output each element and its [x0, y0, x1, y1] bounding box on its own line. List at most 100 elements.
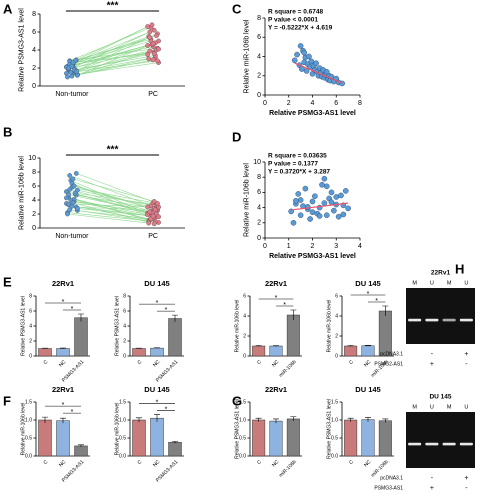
point [335, 213, 342, 220]
x-tick-label: PC [148, 233, 158, 240]
y-tick-label: 4 [32, 197, 36, 204]
chart-title: 22Rv1 [265, 279, 287, 288]
error-bar [255, 345, 262, 347]
point [151, 51, 157, 56]
point [145, 204, 150, 210]
x-tick-label: C [137, 459, 144, 466]
x-tick-label: NC [363, 359, 373, 369]
point [145, 43, 150, 48]
y-tick-label: 2 [243, 333, 246, 339]
point [333, 194, 340, 200]
row-sign: - [465, 361, 468, 368]
y-axis-label: Relative miR-106b level [20, 403, 26, 456]
row-sign: - [431, 475, 434, 482]
gel-band [408, 318, 422, 322]
x-tick-label: C [256, 459, 263, 466]
y-tick-label: 0.0 [331, 453, 338, 459]
bar [132, 419, 146, 457]
bar [269, 345, 283, 357]
y-tick-label: 6 [243, 293, 246, 299]
point [150, 41, 156, 47]
point [340, 211, 347, 218]
x-tick-label: C [137, 359, 144, 366]
row-label: PSMG3-AS1 [374, 485, 403, 491]
point [147, 29, 153, 35]
y-tick-label: 8 [32, 169, 36, 176]
error-bar [60, 417, 66, 424]
y-tick-label: 0.0 [239, 453, 246, 459]
point [70, 176, 76, 182]
pair-line [77, 48, 159, 76]
y-tick-label: 4 [32, 47, 36, 54]
pair-line [71, 187, 154, 204]
point [345, 205, 351, 212]
point [73, 171, 79, 176]
point [331, 207, 337, 214]
point [66, 192, 71, 197]
bar [56, 348, 70, 357]
y-tick-label: 2 [123, 338, 126, 344]
y-axis-label: Relative PSMG3-AS1 level [114, 296, 120, 356]
pair-line [74, 55, 156, 71]
y-axis-label: Relative miR-106b level [114, 403, 120, 456]
point [321, 200, 328, 206]
x-tick-label: C [43, 459, 50, 466]
x-tick-label: NC [58, 359, 68, 369]
y-tick-label: 0.5 [25, 435, 32, 441]
point [308, 58, 315, 65]
y-tick-label: 1.0 [25, 417, 32, 423]
y-tick-label: 8 [32, 11, 36, 18]
x-tick-label: 0 [263, 243, 267, 250]
y-tick-label: 8 [123, 293, 126, 299]
x-tick-label: 2 [287, 100, 291, 107]
point [313, 60, 319, 67]
significance-label: * [62, 299, 65, 306]
y-tick-label: 8 [257, 15, 261, 22]
x-tick-label: miR-106b [278, 459, 298, 479]
y-tick-label: 2 [29, 338, 32, 344]
y-tick-label: 0.0 [25, 453, 32, 459]
panel-letter: A [3, 1, 13, 16]
fit-line [294, 62, 343, 84]
point [155, 58, 160, 64]
error-bar [273, 418, 279, 424]
point [146, 220, 152, 226]
y-axis-label: Relative miR-106b level [244, 163, 251, 237]
y-tick-label: 8 [257, 174, 261, 181]
chart-title: DU 145 [355, 385, 380, 394]
row-label: PSMG2-AS1 [374, 361, 403, 367]
bar [74, 445, 88, 457]
point [295, 191, 302, 197]
y-tick-label: 6 [257, 34, 261, 41]
x-tick-label: C [43, 359, 50, 366]
bar [74, 317, 88, 357]
y-axis-label: Relative PSMG3-AS1 level [19, 8, 26, 92]
gel-title: DU 145 [429, 394, 451, 401]
row-label: pcDNA3.1 [380, 475, 403, 481]
point [151, 221, 157, 227]
bar [361, 419, 375, 457]
x-tick-label: C [348, 359, 355, 366]
error-bar [347, 417, 354, 422]
error-bar [172, 440, 178, 444]
point [306, 53, 312, 60]
y-tick-label: 2 [32, 65, 36, 72]
y-tick-label: 0 [32, 83, 36, 90]
gel-band [425, 318, 439, 322]
y-tick-label: 4 [123, 323, 126, 329]
y-tick-label: 4 [243, 313, 246, 319]
y-tick-label: 6 [335, 293, 338, 299]
error-bar [382, 305, 389, 316]
gel-image [406, 412, 475, 468]
chart-title: DU 145 [144, 385, 169, 394]
y-tick-label: 0 [335, 353, 338, 359]
y-axis-label: Relative miR-106b level [234, 300, 240, 353]
error-bar [42, 416, 48, 423]
pair-line [76, 33, 158, 71]
y-tick-label: 6 [32, 183, 36, 190]
pair-line [69, 40, 151, 65]
pair-line [69, 209, 151, 220]
point [307, 216, 313, 222]
pair-line [68, 194, 150, 213]
